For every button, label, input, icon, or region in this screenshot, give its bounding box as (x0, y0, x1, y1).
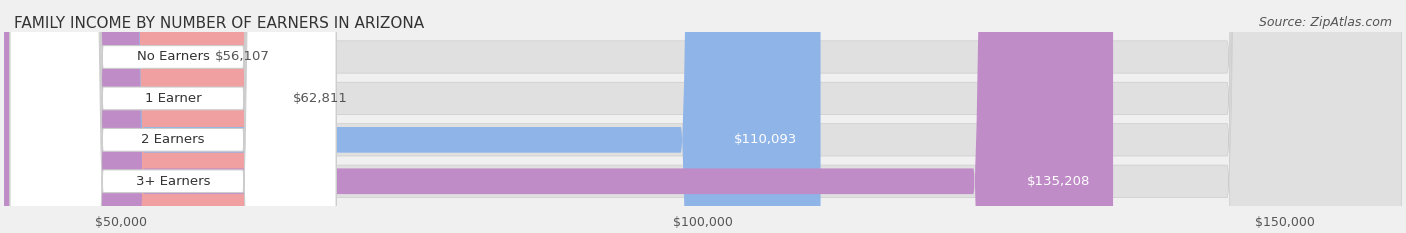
FancyBboxPatch shape (10, 0, 336, 233)
Text: $56,107: $56,107 (215, 51, 270, 63)
Text: $62,811: $62,811 (292, 92, 349, 105)
Text: 3+ Earners: 3+ Earners (136, 175, 211, 188)
FancyBboxPatch shape (4, 0, 191, 233)
FancyBboxPatch shape (4, 0, 1402, 233)
Text: Source: ZipAtlas.com: Source: ZipAtlas.com (1258, 16, 1392, 29)
Text: No Earners: No Earners (136, 51, 209, 63)
FancyBboxPatch shape (4, 0, 1402, 233)
FancyBboxPatch shape (4, 0, 1114, 233)
FancyBboxPatch shape (4, 0, 1402, 233)
Text: 1 Earner: 1 Earner (145, 92, 201, 105)
FancyBboxPatch shape (10, 0, 336, 233)
Text: $135,208: $135,208 (1026, 175, 1090, 188)
Text: FAMILY INCOME BY NUMBER OF EARNERS IN ARIZONA: FAMILY INCOME BY NUMBER OF EARNERS IN AR… (14, 16, 425, 31)
Text: $110,093: $110,093 (734, 133, 797, 146)
FancyBboxPatch shape (4, 0, 821, 233)
Text: 2 Earners: 2 Earners (141, 133, 205, 146)
FancyBboxPatch shape (10, 0, 336, 233)
FancyBboxPatch shape (4, 0, 270, 233)
FancyBboxPatch shape (10, 0, 336, 233)
FancyBboxPatch shape (4, 0, 1402, 233)
